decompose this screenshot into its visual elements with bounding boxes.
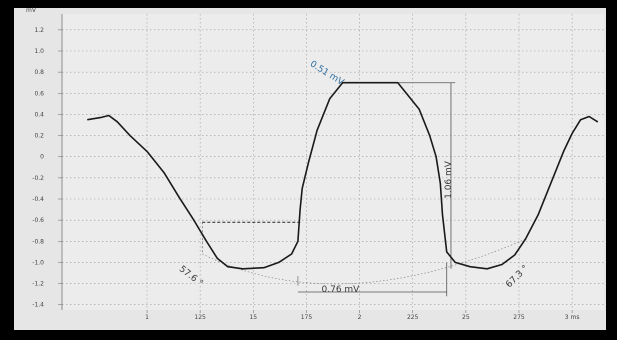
- series-point-0-42: [571, 132, 573, 134]
- x-tick-label-2: 15: [249, 314, 257, 321]
- series-point-0-24: [380, 82, 382, 84]
- series-point-0-8: [193, 219, 195, 221]
- series-point-0-34: [469, 266, 471, 268]
- y-tick-label-8: -0.4: [32, 196, 44, 203]
- y-tick-label-6: 0: [40, 154, 44, 161]
- annotation-label-2: 1.06 mV: [444, 160, 454, 199]
- series-point-0-28: [429, 135, 431, 137]
- series-point-0-39: [537, 214, 539, 216]
- series-point-0-26: [405, 92, 407, 94]
- y-axis-unit-label: mV: [26, 7, 37, 14]
- series-point-0-16: [297, 240, 299, 242]
- series-point-0-17: [299, 209, 301, 211]
- series-point-0-41: [563, 150, 565, 152]
- x-tick-label-6: 25: [462, 314, 470, 321]
- plot-area: [62, 14, 604, 310]
- y-tick-label-7: -0.2: [32, 175, 44, 182]
- y-tick-label-0: 1.2: [34, 27, 44, 34]
- y-tick-label-12: -1.2: [32, 281, 44, 288]
- x-tick-label-0: 1: [145, 314, 149, 321]
- series-point-0-23: [359, 82, 361, 84]
- y-tick-label-3: 0.6: [34, 90, 44, 97]
- series-point-0-10: [216, 257, 218, 259]
- series-point-0-21: [329, 98, 331, 100]
- x-tick-label-3: 175: [301, 314, 313, 321]
- series-point-0-36: [501, 264, 503, 266]
- series-point-0-40: [550, 182, 552, 184]
- series-point-0-44: [588, 116, 590, 118]
- series-point-0-22: [342, 82, 344, 84]
- series-point-0-11: [227, 266, 229, 268]
- series-point-0-1: [99, 117, 101, 119]
- y-tick-label-4: 0.4: [34, 111, 44, 118]
- series-point-0-38: [524, 238, 526, 240]
- series-point-0-27: [418, 108, 420, 110]
- y-tick-label-13: -1.4: [32, 302, 44, 309]
- y-tick-label-11: -1.0: [32, 259, 44, 266]
- annotation-label-1: 0.76 mV: [322, 285, 361, 295]
- series-point-0-37: [514, 254, 516, 256]
- series-point-0-35: [486, 268, 488, 270]
- x-tick-label-1: 125: [194, 314, 206, 321]
- x-tick-label-4: 2: [358, 314, 362, 321]
- series-point-0-14: [278, 261, 280, 263]
- series-point-0-32: [446, 251, 448, 253]
- series-point-0-12: [242, 268, 244, 270]
- x-tick-label-8: 3 ms: [565, 314, 580, 321]
- series-point-0-18: [301, 187, 303, 189]
- series-point-0-6: [163, 172, 165, 174]
- y-tick-label-10: -0.8: [32, 238, 44, 245]
- x-tick-label-7: 275: [513, 314, 525, 321]
- y-tick-label-5: 0.2: [34, 133, 44, 140]
- series-point-0-0: [87, 119, 89, 121]
- series-point-0-2: [108, 114, 110, 116]
- series-point-0-30: [439, 182, 441, 184]
- series-point-0-13: [263, 267, 265, 269]
- series-point-0-25: [397, 82, 399, 84]
- series-line-0: [87, 81, 599, 270]
- y-tick-label-2: 0.8: [34, 69, 44, 76]
- y-tick-label-9: -0.6: [32, 217, 44, 224]
- series-point-0-9: [206, 240, 208, 242]
- series-point-0-33: [454, 261, 456, 263]
- series-point-0-19: [308, 161, 310, 163]
- series-point-0-45: [597, 121, 599, 123]
- series-point-0-20: [316, 129, 318, 131]
- series-point-0-5: [146, 150, 148, 152]
- y-tick-label-1: 1.0: [34, 48, 44, 55]
- series-point-0-31: [441, 214, 443, 216]
- series-point-0-29: [435, 156, 437, 158]
- series-point-0-3: [116, 121, 118, 123]
- series-point-0-7: [178, 196, 180, 198]
- x-tick-label-5: 225: [407, 314, 419, 321]
- series-point-0-4: [129, 135, 131, 137]
- series-point-0-15: [291, 253, 293, 255]
- series-point-0-43: [580, 119, 582, 121]
